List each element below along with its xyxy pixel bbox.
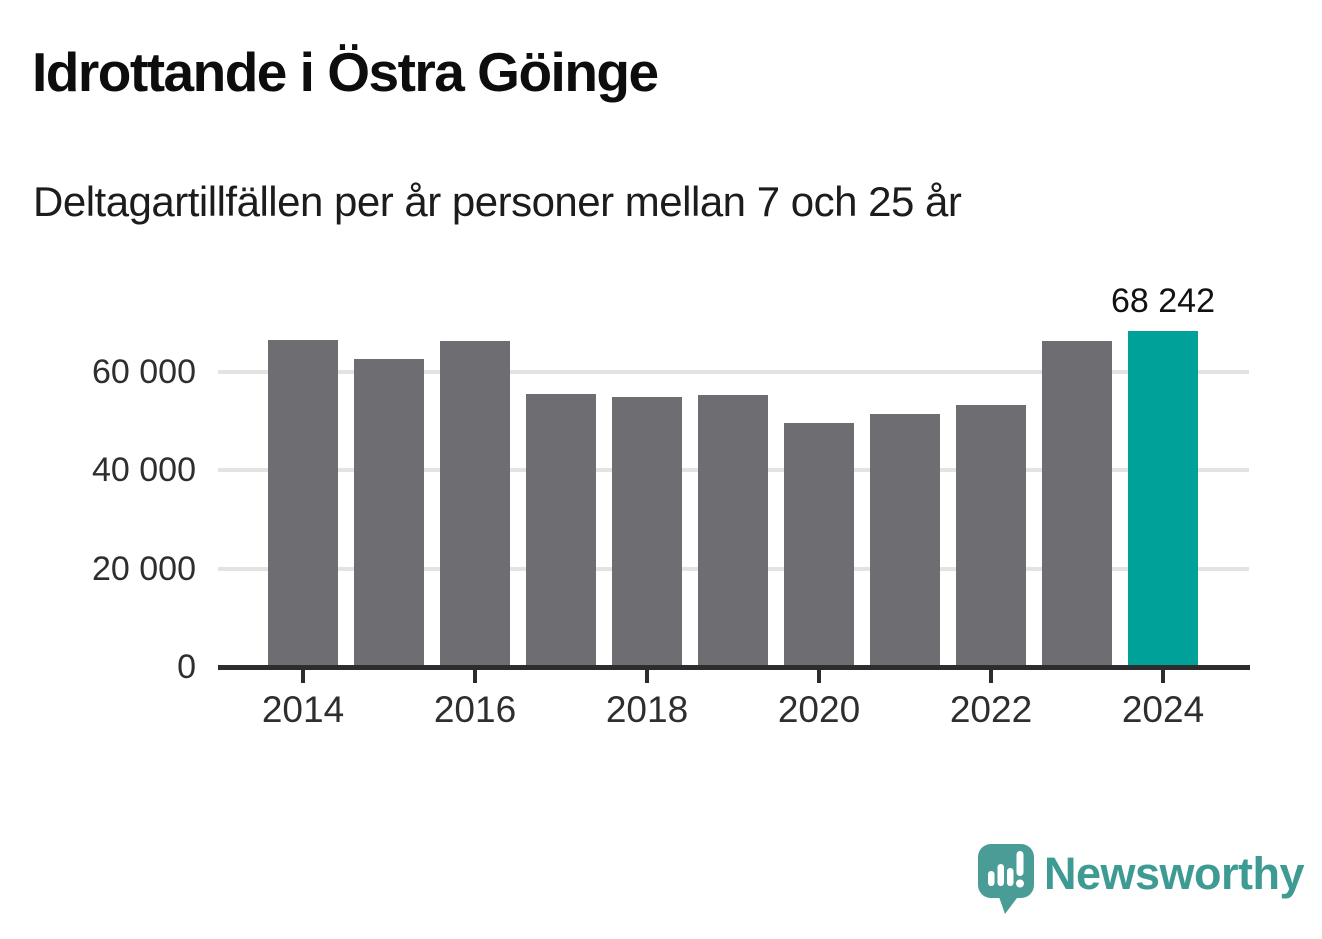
x-axis-label-2018: 2018 xyxy=(605,689,689,730)
x-tick-2022 xyxy=(989,670,993,683)
newsworthy-logo: Newsworthy xyxy=(976,842,1305,916)
brand-name: Newsworthy xyxy=(1044,848,1305,899)
bar-2018 xyxy=(612,397,682,667)
x-tick-2016 xyxy=(473,670,477,683)
bar-2016 xyxy=(440,341,510,667)
x-axis-line xyxy=(218,665,1250,670)
x-axis-label-2016: 2016 xyxy=(433,689,517,730)
x-tick-2020 xyxy=(817,670,821,683)
x-tick-2018 xyxy=(645,670,649,683)
chart-title: Idrottande i Östra Göinge xyxy=(32,41,659,103)
x-tick-2014 xyxy=(301,670,305,683)
value-label-2024: 68 242 xyxy=(1111,282,1215,320)
y-axis-label-40000: 40 000 xyxy=(92,451,196,489)
bar-2019 xyxy=(698,395,768,667)
x-axis-label-2020: 2020 xyxy=(777,689,861,730)
x-tick-2024 xyxy=(1161,670,1165,683)
bar-2014 xyxy=(268,340,338,667)
bar-2015 xyxy=(354,359,424,667)
x-axis-label-2024: 2024 xyxy=(1121,689,1205,730)
x-axis-label-2014: 2014 xyxy=(261,689,345,730)
bar-2020 xyxy=(784,423,854,667)
bar-2024 xyxy=(1128,331,1198,667)
y-axis-label-20000: 20 000 xyxy=(92,550,196,588)
x-axis-label-2022: 2022 xyxy=(949,689,1033,730)
gridline-60000 xyxy=(218,370,1249,374)
y-axis-label-0: 0 xyxy=(177,648,196,686)
bar-2021 xyxy=(870,414,940,667)
bar-2023 xyxy=(1042,341,1112,667)
bar-2017 xyxy=(526,394,596,667)
y-axis-label-60000: 60 000 xyxy=(92,353,196,391)
bar-2022 xyxy=(956,405,1026,667)
newsworthy-speech-bubble-bar-chart-icon xyxy=(978,844,1034,914)
chart-subtitle: Deltagartillfällen per år personer mella… xyxy=(33,178,962,225)
